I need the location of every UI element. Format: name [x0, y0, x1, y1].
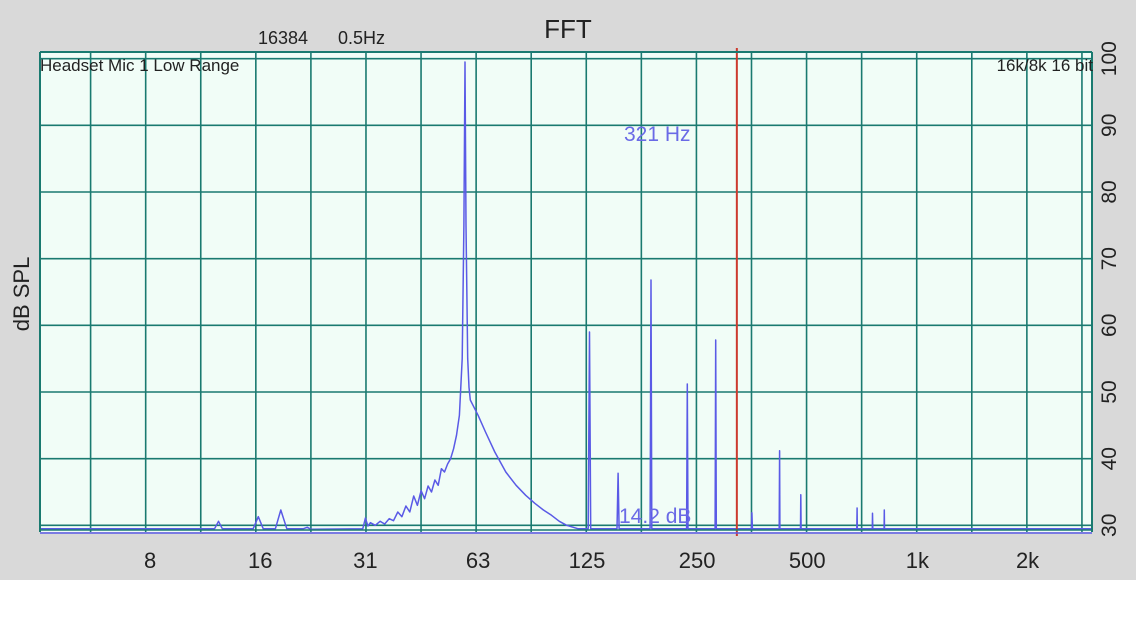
x-tick-label: 8: [144, 548, 156, 573]
y-tick-label: 50: [1098, 380, 1121, 403]
y-tick-label: 70: [1098, 247, 1121, 270]
plot-frame: [39, 51, 1093, 534]
spectrum-trace-0: [40, 61, 1092, 531]
x-tick-label: 1k: [906, 548, 930, 573]
x-tick-label: 2k: [1016, 548, 1040, 573]
y-axis-ticks: 30 40 50 60 70 80 90 100: [1098, 41, 1121, 537]
x-tick-label: 31: [353, 548, 377, 573]
format-label: 16k/8k 16 bit: [997, 56, 1094, 75]
y-tick-label: 30: [1098, 514, 1121, 537]
grid: [40, 52, 1092, 532]
y-tick-label: 60: [1098, 314, 1121, 337]
y-tick-label: 100: [1098, 41, 1121, 76]
x-tick-label: 250: [679, 548, 716, 573]
y-tick-label: 90: [1098, 114, 1121, 137]
channel-label: Headset Mic 1 Low Range: [40, 56, 239, 75]
x-axis-ticks: 8 16 31 63 125 250 500 1k 2k: [144, 548, 1040, 573]
x-tick-label: 63: [466, 548, 490, 573]
y-tick-label: 80: [1098, 180, 1121, 203]
y-axis-label: dB SPL: [9, 257, 34, 332]
resolution-label: 0.5Hz: [338, 28, 385, 48]
cursor-frequency-label: 321 Hz: [624, 123, 691, 146]
spectrum-trace-layer: [40, 61, 1092, 531]
x-tick-label: 500: [789, 548, 826, 573]
cursor-level-label: 14.2 dB: [619, 505, 691, 528]
plot-area[interactable]: [40, 52, 1092, 532]
fft-size-label: 16384: [258, 28, 308, 48]
x-tick-label: 125: [569, 548, 606, 573]
x-tick-label: 16: [248, 548, 272, 573]
y-tick-label: 40: [1098, 447, 1121, 470]
chart-title: FFT: [544, 14, 592, 44]
